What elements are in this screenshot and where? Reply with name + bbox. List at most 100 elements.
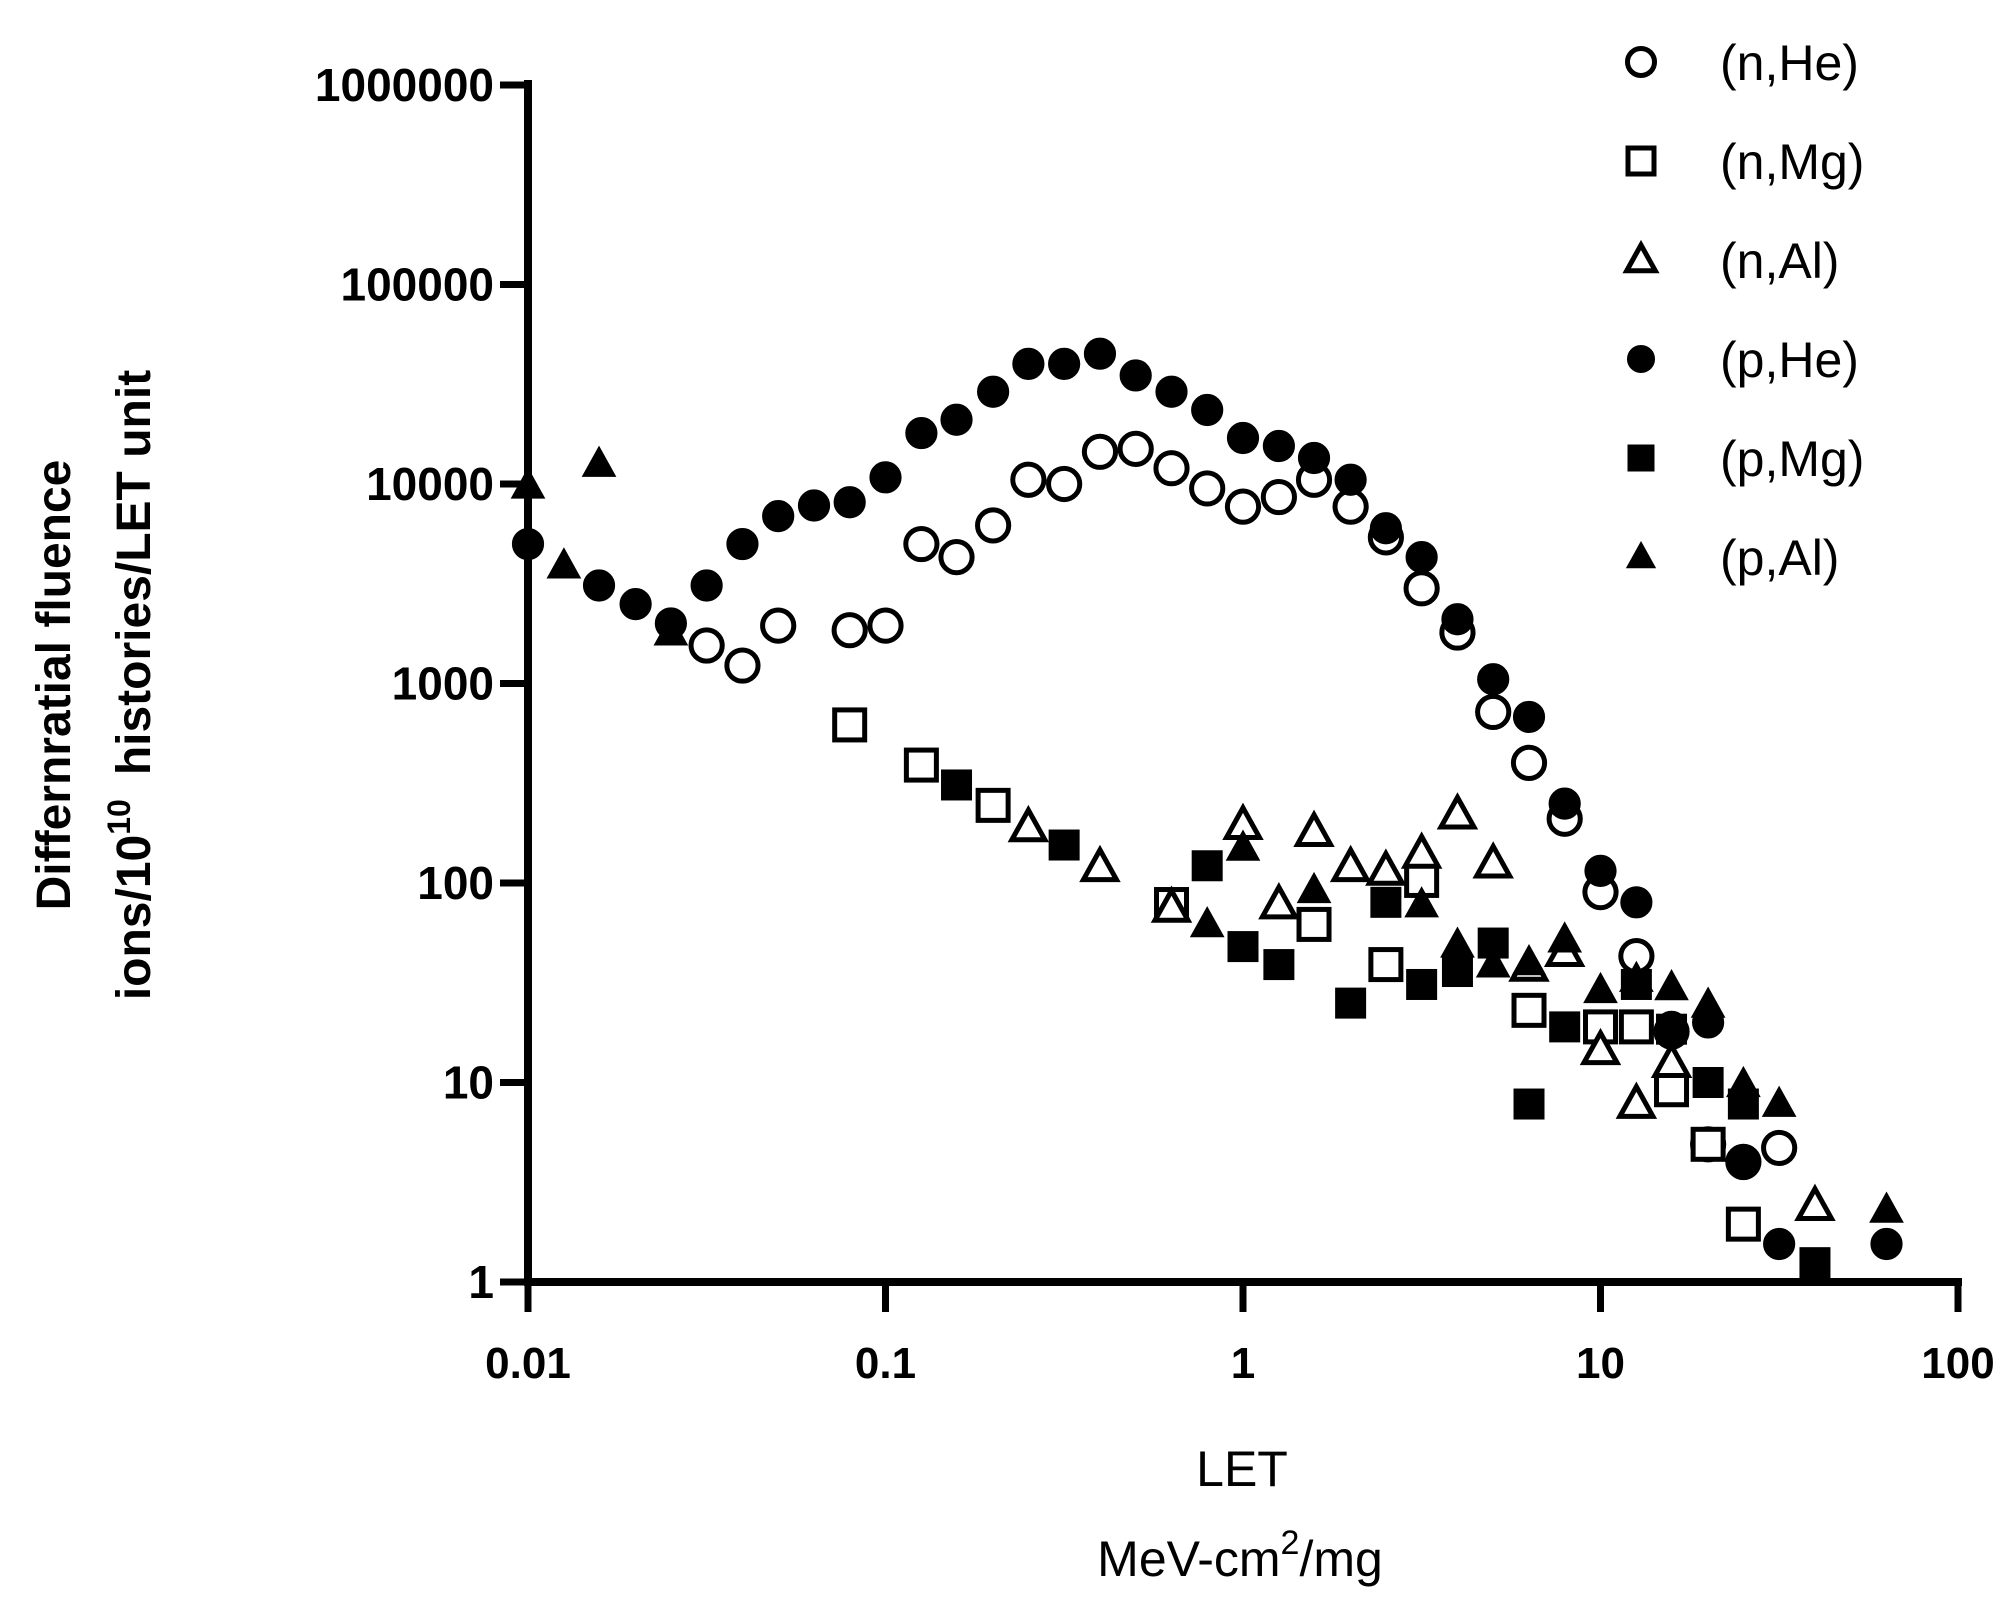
point-n-he [867,607,904,644]
point-p-he [1226,421,1260,455]
point-p-he [1405,541,1438,574]
point-n-he [1117,430,1154,467]
point-p-he [1441,603,1474,636]
x-axis-unit-prefix: MeV-cm [1097,1531,1280,1587]
point-n-he [1153,450,1190,487]
y-tick-label: 10000 [366,458,494,510]
x-tick-label: 0.1 [855,1339,916,1388]
point-p-he [1155,375,1188,408]
legend-item-p-mg: (p,Mg) [1627,431,1864,487]
legend-marker-p-al [1625,540,1657,569]
point-p-al [1726,1065,1761,1098]
point-p-mg [1263,949,1295,981]
point-n-he [1761,1129,1798,1167]
point-p-he [940,403,973,436]
point-p-al [1189,906,1225,938]
point-n-al [1615,1081,1658,1119]
point-p-he [1012,347,1045,380]
point-p-he [1369,512,1402,545]
legend: (n,He) (n,Mg) (n,Al) (p,He) (p,Mg) (p,Al) [1622,35,1864,586]
point-n-mg [1654,1072,1690,1108]
y-axis-title: Differnratial fluence ions/1010 histories… [28,370,161,1000]
point-p-he [797,489,831,522]
point-n-al [1579,1027,1622,1066]
y-axis-title-suffix: histories/LET unit [108,370,161,775]
point-n-he [975,507,1012,544]
point-n-al [1293,809,1335,847]
y-axis-title-superscript: 10 [101,799,137,835]
point-p-mg [1227,931,1259,963]
point-n-mg [975,787,1011,823]
point-p-he [1262,429,1295,463]
x-axis-unit-superscript: 2 [1281,1524,1300,1562]
point-p-he [1191,393,1224,427]
y-tick-label: 1000000 [315,59,494,111]
series-p-al [510,445,1904,1223]
point-p-mg [941,769,973,801]
y-tick-label: 100 [417,857,494,909]
point-p-he [1620,886,1653,919]
x-tick-label: 1 [1231,1339,1255,1388]
y-axis-title-prefix: ions/10 [108,835,161,1000]
point-p-al [1404,886,1439,918]
point-p-he [762,500,795,533]
point-p-mg [1549,1011,1581,1043]
legend-marker-p-he [1626,344,1656,374]
point-p-he [1477,663,1510,696]
point-p-he [1119,359,1152,392]
legend-marker-n-he [1624,45,1658,79]
x-axis-title: LET MeV-cm2/mg [1097,1441,1383,1587]
point-p-he [511,527,545,561]
point-p-he [1584,854,1617,887]
point-p-al [1761,1085,1797,1117]
point-n-mg [1690,1126,1726,1162]
y-ticks: 1 10 100 1000 10000 100000 1000000 [315,59,528,1308]
point-p-al [1547,921,1583,953]
point-n-he [1189,470,1226,507]
point-p-he [1512,700,1546,734]
point-n-he [1224,488,1262,525]
point-n-al [1007,804,1050,843]
point-p-al [1440,926,1475,958]
point-p-he [1727,1147,1760,1181]
point-p-mg [1692,1067,1724,1098]
point-n-he [831,612,868,649]
point-p-mg [1656,1013,1688,1045]
legend-label-n-al: (n,Al) [1720,233,1839,289]
point-p-al [1869,1191,1904,1223]
point-p-he [905,416,938,450]
point-n-al [1650,1040,1693,1079]
point-n-al [1079,844,1121,883]
point-p-he [619,588,652,621]
point-p-he [833,486,866,519]
point-p-he [1048,347,1081,380]
point-p-mg [1406,968,1438,1000]
point-n-he [688,627,725,664]
point-p-he [1548,787,1581,820]
point-n-he [1475,693,1512,731]
point-p-mg [1335,987,1367,1019]
x-axis-title-line1: LET [1196,1441,1288,1497]
legend-marker-p-mg [1627,444,1655,472]
legend-marker-n-mg [1625,145,1657,177]
point-n-he [1260,478,1297,516]
point-n-al [1258,882,1300,920]
legend-item-n-he: (n,He) [1624,35,1859,91]
y-tick-label: 10 [443,1057,494,1109]
legend-marker-n-al [1622,239,1660,274]
point-p-al [581,445,617,477]
legend-label-n-he: (n,He) [1720,35,1859,91]
point-p-al [1583,971,1618,1004]
point-p-al [1511,944,1547,976]
point-n-he [1010,461,1047,498]
point-p-mg [1799,1247,1831,1279]
x-tick-label: 10 [1576,1339,1625,1388]
point-n-he [1510,744,1548,781]
point-n-mg [903,747,939,783]
legend-item-p-he: (p,He) [1626,332,1859,388]
point-p-he [1297,441,1331,475]
legend-item-n-al: (n,Al) [1622,233,1839,289]
legend-item-n-mg: (n,Mg) [1625,134,1864,190]
y-axis-title-line2: ions/1010 histories/LET unit [101,370,161,1000]
